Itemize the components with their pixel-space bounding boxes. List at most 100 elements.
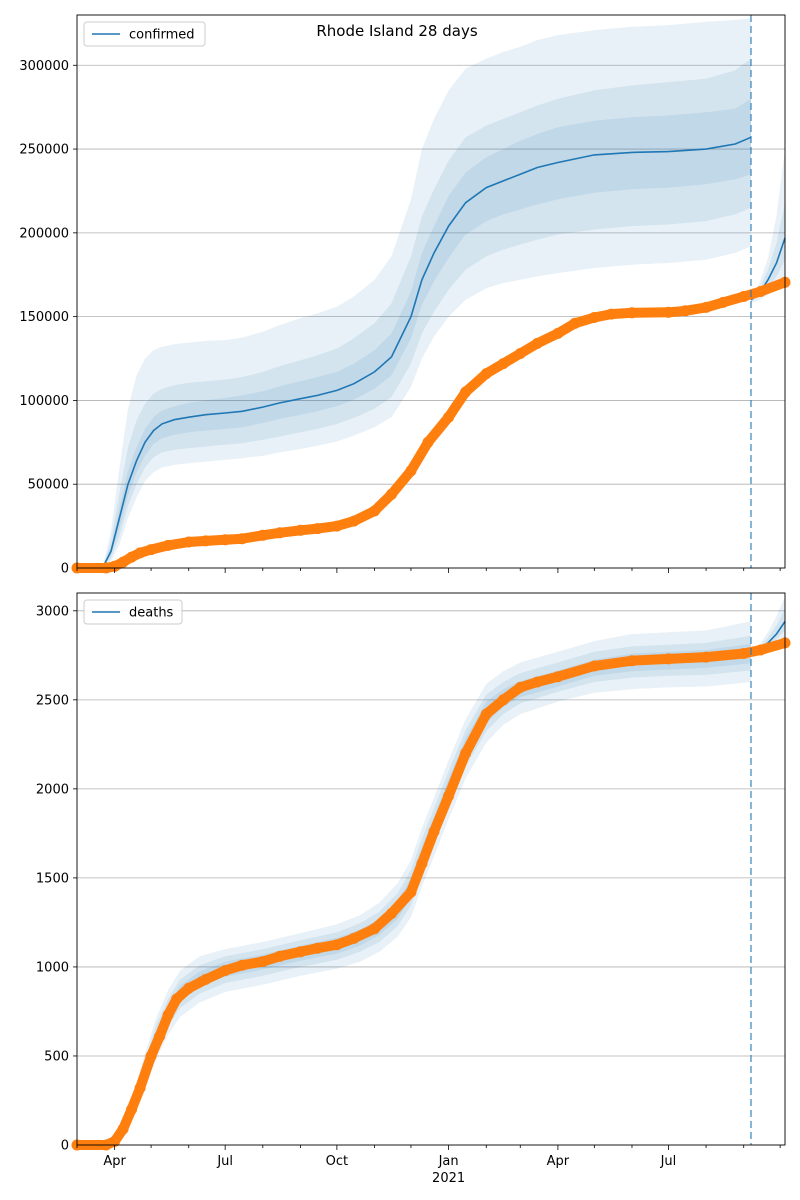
confidence-band (77, 58, 751, 568)
x-tick-label: Apr (547, 1154, 570, 1169)
observed-point (700, 651, 712, 663)
observed-point (755, 286, 767, 297)
observed-point (236, 533, 248, 545)
observed-point (443, 411, 455, 423)
observed-point (295, 524, 306, 536)
observed-point (497, 694, 509, 706)
observed-point (109, 1135, 121, 1147)
observed-point (679, 305, 691, 317)
observed-point (700, 301, 712, 313)
y-tick-label: 2000 (36, 782, 69, 797)
observed-point (331, 520, 343, 532)
y-tick-label: 3000 (36, 604, 69, 619)
observed-point (717, 296, 729, 308)
observed-point (348, 515, 360, 527)
observed-point (605, 308, 617, 320)
y-tick-label: 200000 (19, 226, 69, 241)
x-tick-label: Apr (103, 1154, 126, 1169)
observed-point (531, 676, 543, 688)
observed-point (145, 544, 157, 556)
x-tick-label: Jan (438, 1154, 459, 1169)
observed-point (145, 1050, 157, 1062)
y-tick-label: 1500 (36, 871, 69, 886)
observed-point (738, 648, 750, 659)
observed-point (348, 932, 360, 944)
observed-point (126, 1103, 138, 1115)
observed-point (531, 337, 543, 349)
confidence-band (751, 202, 785, 302)
observed-point (126, 551, 138, 563)
y-tick-label: 150000 (19, 310, 69, 325)
observed-point (386, 488, 397, 500)
observed-point (662, 306, 674, 318)
legend-box (83, 599, 183, 625)
observed-point (219, 965, 231, 976)
observed-point (738, 291, 750, 302)
y-tick-label: 50000 (28, 478, 69, 493)
observed-point (200, 973, 212, 985)
observed-point (626, 655, 638, 667)
observed-point (219, 534, 231, 546)
confidence-band (77, 18, 751, 568)
legend-label: confirmed (129, 28, 195, 43)
observed-point (588, 660, 600, 672)
observed-point (405, 886, 417, 898)
observed-point (257, 529, 269, 541)
y-tick-label: 1000 (36, 960, 69, 975)
observed-point (162, 1009, 174, 1021)
observed-point (274, 950, 286, 962)
observed-point (295, 946, 306, 958)
y-tick-label: 2500 (36, 693, 69, 708)
observed-point (200, 535, 212, 547)
confidence-band (77, 98, 751, 569)
observed-point (257, 956, 269, 968)
observed-point (569, 317, 581, 329)
observed-point (552, 327, 564, 339)
confirmed-panel: 0 50000 100000 150000 200000 250000 300000 conf… (19, 14, 791, 577)
observed-point (514, 681, 526, 693)
observed-point (312, 523, 323, 535)
observed-point (443, 790, 455, 802)
model-series-line (77, 136, 752, 569)
legend-label: deaths (129, 606, 174, 621)
observed-point (480, 368, 492, 380)
observed-point (183, 536, 195, 548)
observed-point (405, 465, 417, 477)
observed-point (109, 560, 121, 572)
observed-point (422, 436, 434, 448)
observed-point (369, 505, 380, 517)
observed-point (134, 1082, 146, 1094)
observed-point (662, 653, 674, 665)
observed-point (117, 1123, 129, 1135)
x-tick-label: Jul (660, 1154, 677, 1169)
observed-point (497, 358, 509, 370)
axes-frame (76, 14, 786, 569)
y-tick-label: 100000 (19, 394, 69, 409)
axes-frame (76, 592, 786, 1146)
observed-point (460, 386, 472, 398)
legend-box (83, 21, 206, 47)
y-tick-label: 250000 (19, 143, 69, 158)
observed-point (480, 708, 492, 720)
x-tick-label: Oct (326, 1154, 348, 1169)
x-year-label: 2021 (432, 1171, 465, 1186)
observed-point (117, 556, 129, 568)
observed-point (312, 942, 323, 954)
observed-point (274, 527, 286, 539)
y-tick-label: 500 (44, 1049, 69, 1064)
observed-point (386, 908, 397, 919)
observed-point (236, 959, 248, 971)
chart-title: Rhode Island 28 days (316, 22, 477, 40)
observed-point (460, 747, 472, 759)
observed-point (134, 547, 146, 559)
observed-point (416, 858, 428, 870)
y-tick-label: 0 (61, 562, 69, 577)
observed-point (552, 671, 564, 683)
observed-point (428, 826, 440, 838)
observed-point (626, 307, 638, 319)
observed-point (162, 539, 174, 551)
observed-point (331, 939, 343, 951)
x-tick-label: Jul (216, 1154, 233, 1169)
y-tick-label: 300000 (19, 59, 69, 74)
